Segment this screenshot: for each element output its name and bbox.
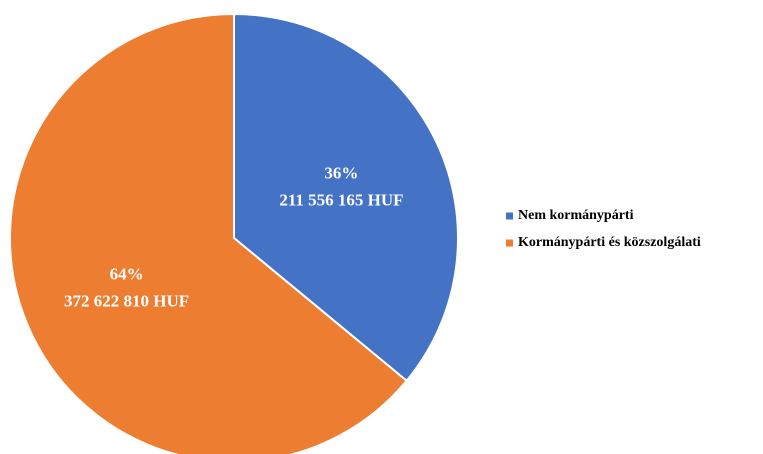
- pie-slice: [233, 12, 459, 383]
- slice-amount-label: 211 556 165 HUF: [279, 190, 403, 209]
- slice-amount-label: 372 622 810 HUF: [64, 291, 189, 310]
- legend-label: Nem kormánypárti: [518, 208, 634, 223]
- slice-percent-label: 64%: [110, 264, 144, 283]
- legend-swatch: [506, 239, 513, 247]
- pie-slice: [9, 12, 409, 454]
- slice-percent-label: 36%: [324, 163, 358, 182]
- legend-label: Kormánypárti és közszolgálati: [518, 235, 701, 250]
- legend-swatch: [506, 212, 513, 220]
